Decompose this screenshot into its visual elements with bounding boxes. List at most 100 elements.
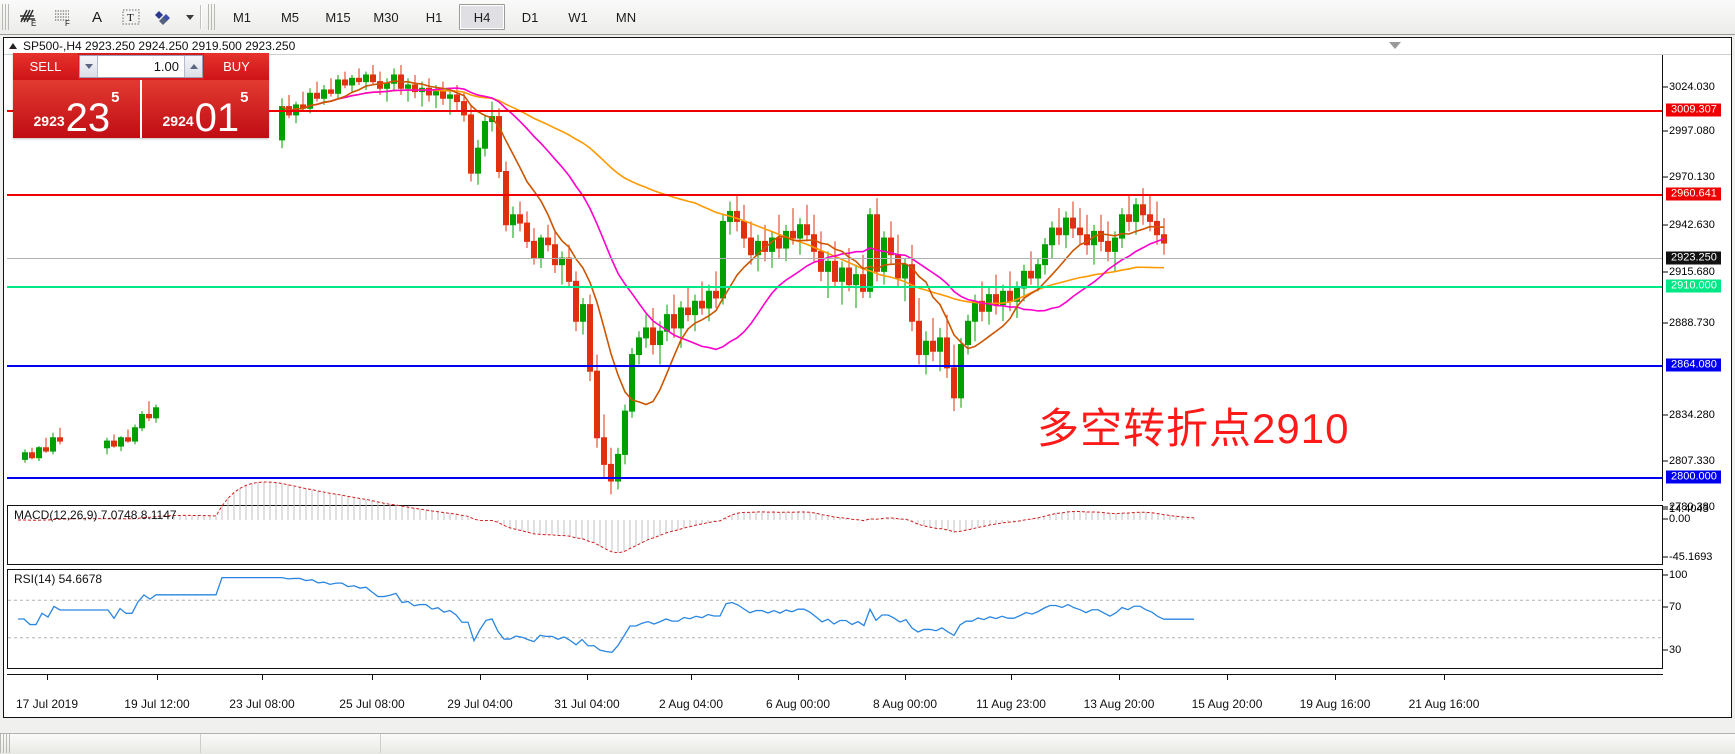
price-series <box>22 64 1167 495</box>
date-tickmark <box>798 675 799 680</box>
rsi-tickmark <box>1663 574 1668 576</box>
candlestick <box>517 201 523 232</box>
rsi-tick-label: 70 <box>1669 601 1682 613</box>
date-tick-label: 17 Jul 2019 <box>15 697 79 711</box>
sell-price-fraction: 5 <box>111 89 120 106</box>
collapse-icon[interactable] <box>1389 42 1401 49</box>
candlestick <box>342 71 348 89</box>
candlestick <box>629 347 635 418</box>
macd-signal-line <box>18 481 1195 554</box>
candlestick <box>902 258 908 302</box>
price-badge-2960-641: 2960.641 <box>1666 187 1721 201</box>
sell-price-big: 23 <box>65 96 111 140</box>
date-tick-label: 6 Aug 00:00 <box>765 697 831 711</box>
svg-text:T: T <box>127 12 134 24</box>
price-badge-3009-307: 3009.307 <box>1666 103 1721 117</box>
candlestick <box>888 221 894 265</box>
timeframe-d1[interactable]: D1 <box>521 9 539 25</box>
timeframe-m15[interactable]: M15 <box>325 9 351 25</box>
objects-dropdown-icon[interactable] <box>182 2 196 32</box>
rsi-label: RSI(14) 54.6678 <box>14 572 103 586</box>
candlestick <box>125 429 131 443</box>
date-tick-label: 2 Aug 04:00 <box>658 697 724 711</box>
candlestick <box>664 304 670 342</box>
candlestick <box>867 208 873 298</box>
buy-price-big: 01 <box>194 96 240 140</box>
objects-icon[interactable] <box>148 2 182 32</box>
candlestick <box>349 74 355 92</box>
level-line-support-2864[interactable] <box>7 365 1662 367</box>
candlestick <box>734 194 740 232</box>
candlestick <box>1007 271 1013 312</box>
rsi-series <box>8 576 1664 653</box>
trade-panel-quotes: 2923 23 5 2924 01 5 <box>13 80 269 138</box>
candlestick <box>1077 208 1083 245</box>
candlestick <box>1056 208 1062 245</box>
toolbar-grip[interactable] <box>2 4 9 30</box>
candlestick <box>839 261 845 305</box>
timeframe-h4[interactable]: H4 <box>459 4 505 30</box>
candlestick <box>748 221 754 265</box>
candlestick <box>937 327 943 372</box>
buy-price-quote[interactable]: 2924 01 5 <box>142 80 269 138</box>
volume-stepper[interactable]: 1.00 <box>79 55 203 78</box>
date-tick-label: 21 Aug 16:00 <box>1408 697 1480 711</box>
candlestick <box>797 218 803 255</box>
timeframe-w1[interactable]: W1 <box>568 9 588 25</box>
text-label-icon[interactable]: T <box>114 2 148 32</box>
sell-price-quote[interactable]: 2923 23 5 <box>13 80 142 138</box>
price-axis[interactable]: 3024.030 3009.307 2997.080 2970.130 2960.641… <box>1663 55 1731 513</box>
date-tick-label: 13 Aug 20:00 <box>1083 697 1155 711</box>
candlestick <box>545 224 551 252</box>
candlestick <box>370 64 376 85</box>
candlestick <box>552 231 558 274</box>
candlestick <box>615 447 621 490</box>
one-click-trading-panel[interactable]: SELL 1.00 BUY 2923 23 5 2924 01 5 <box>13 53 269 138</box>
candlestick <box>685 287 691 322</box>
timeframe-mn[interactable]: MN <box>615 9 637 25</box>
candlestick <box>132 424 138 445</box>
date-axis[interactable]: 17 Jul 2019 19 Jul 12:00 23 Jul 08:00 25 Ju… <box>7 674 1663 719</box>
macd-pane[interactable]: MACD(12,26,9) 7.0748 8.1147 <box>7 481 1663 565</box>
date-tickmark <box>587 675 588 680</box>
timeframe-h1[interactable]: H1 <box>425 9 443 25</box>
candlestick <box>1028 251 1034 285</box>
price-tick-label: 2915.680 <box>1669 266 1715 278</box>
level-line-pivot-2910[interactable] <box>7 286 1662 288</box>
volume-increment-button[interactable] <box>184 56 202 77</box>
candlestick <box>846 248 852 292</box>
date-tick-label: 29 Jul 04:00 <box>447 697 513 711</box>
level-line-resistance-3009[interactable] <box>7 110 1662 112</box>
level-line-last-price-2923[interactable] <box>7 258 1662 259</box>
timeframe-m30[interactable]: M30 <box>373 9 399 25</box>
timeframe-m5[interactable]: M5 <box>280 9 300 25</box>
candlestick <box>727 201 733 235</box>
candlestick <box>1098 214 1104 252</box>
macd-series <box>18 481 1195 554</box>
text-icon[interactable]: A <box>91 8 102 26</box>
price-tickmark <box>1663 460 1668 462</box>
candlestick <box>1105 221 1111 262</box>
candlestick <box>356 68 362 85</box>
timeframe-toolbar-grip[interactable] <box>208 4 215 30</box>
candlestick <box>335 74 341 99</box>
candlestick <box>811 214 817 262</box>
level-line-support-2800[interactable] <box>7 477 1662 479</box>
date-tick-label: 19 Aug 16:00 <box>1299 697 1371 711</box>
expert-advisors-icon[interactable]: E <box>12 2 46 32</box>
candlestick <box>622 404 628 465</box>
sell-button[interactable]: SELL <box>13 53 78 80</box>
volume-value[interactable]: 1.00 <box>153 59 179 74</box>
price-pane[interactable]: 多空转折点2910 <box>7 55 1663 501</box>
level-line-resistance-2960[interactable] <box>7 194 1662 196</box>
candlestick <box>328 78 334 97</box>
timeframe-m1[interactable]: M1 <box>232 9 252 25</box>
candlestick <box>594 354 600 448</box>
candlestick <box>22 449 28 463</box>
rsi-pane[interactable]: RSI(14) 54.6678 <box>7 569 1664 669</box>
buy-button[interactable]: BUY <box>204 53 269 80</box>
candlestick <box>314 81 320 102</box>
fibonacci-icon[interactable]: F <box>46 2 80 32</box>
price-tickmark <box>1663 271 1668 273</box>
volume-decrement-button[interactable] <box>80 56 98 77</box>
